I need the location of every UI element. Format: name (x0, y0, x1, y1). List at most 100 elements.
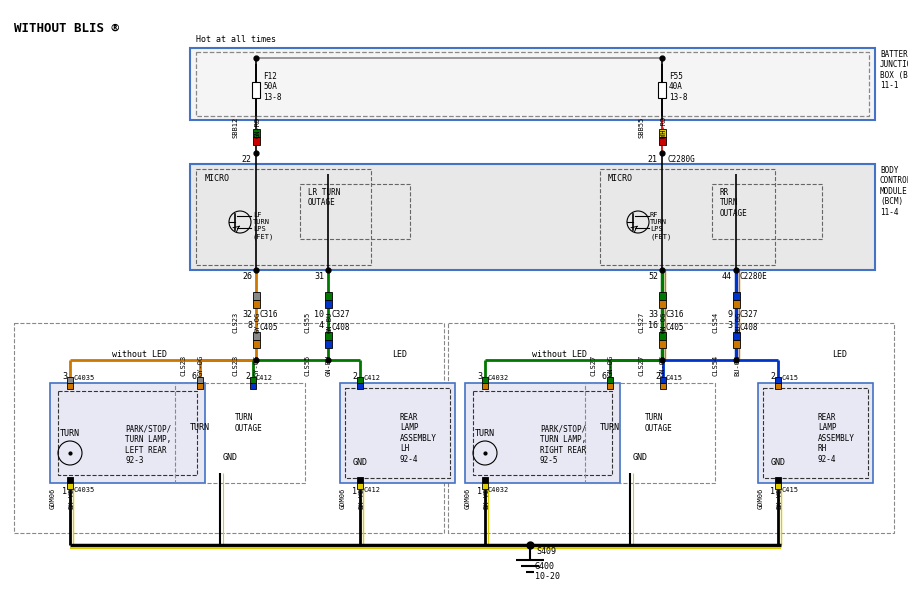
Text: LED: LED (833, 350, 847, 359)
Text: C412: C412 (363, 487, 380, 493)
Text: C405: C405 (666, 323, 685, 332)
Bar (658, 129, 666, 137)
Text: 6: 6 (192, 372, 197, 381)
Bar (357, 477, 363, 483)
Bar (67, 477, 73, 483)
Text: 2: 2 (655, 372, 660, 381)
Text: BK-YE: BK-YE (68, 487, 74, 509)
Bar (14, 323, 444, 533)
Bar (660, 383, 666, 389)
Bar (300, 184, 410, 239)
Text: GND: GND (352, 458, 368, 467)
Bar (252, 129, 260, 137)
Text: GDM06: GDM06 (50, 487, 56, 509)
Text: 4: 4 (319, 321, 324, 330)
Text: 16: 16 (648, 321, 658, 330)
Text: 2: 2 (245, 372, 250, 381)
Bar (67, 383, 73, 389)
Text: CLS27: CLS27 (590, 354, 596, 376)
Bar (324, 300, 331, 308)
Bar (50, 383, 205, 483)
Text: GN-OG: GN-OG (661, 311, 667, 332)
Text: PARK/STOP/
TURN LAMP,
LEFT REAR
92-3: PARK/STOP/ TURN LAMP, LEFT REAR 92-3 (125, 425, 172, 465)
Text: C316: C316 (260, 310, 279, 319)
Bar (58, 391, 197, 475)
Bar (252, 292, 260, 300)
Text: WH-RD: WH-RD (661, 117, 667, 138)
Text: 10: 10 (314, 310, 324, 319)
Text: 3: 3 (62, 372, 67, 381)
Text: TURN: TURN (600, 423, 620, 432)
Text: 44: 44 (722, 272, 732, 281)
Bar (196, 52, 869, 116)
Bar (658, 137, 666, 145)
Bar (733, 300, 739, 308)
Text: BODY
CONTROL
MODULE
(BCM)
11-4: BODY CONTROL MODULE (BCM) 11-4 (880, 166, 908, 217)
Text: 9: 9 (727, 310, 732, 319)
Bar (733, 340, 739, 348)
Text: BK-YE: BK-YE (776, 487, 782, 509)
Bar (190, 164, 875, 270)
Text: C4032: C4032 (488, 487, 509, 493)
Bar (763, 388, 868, 478)
Bar (607, 377, 613, 383)
Text: LED: LED (392, 350, 408, 359)
Bar (758, 383, 873, 483)
Text: BU-OG: BU-OG (735, 311, 741, 332)
Bar (448, 323, 894, 533)
Text: 52: 52 (648, 272, 658, 281)
Text: 31: 31 (314, 272, 324, 281)
Text: C415: C415 (781, 487, 798, 493)
Text: C2280E: C2280E (740, 272, 768, 281)
Text: C408: C408 (740, 323, 758, 332)
Text: CLS27: CLS27 (638, 354, 644, 376)
Bar (175, 383, 305, 483)
Text: CLS55: CLS55 (304, 311, 310, 332)
Bar (712, 184, 822, 239)
Bar (196, 169, 371, 265)
Bar (775, 483, 781, 489)
Text: CLS23: CLS23 (180, 354, 186, 376)
Text: REAR
LAMP
ASSEMBLY
LH
92-4: REAR LAMP ASSEMBLY LH 92-4 (400, 413, 437, 464)
Text: 6: 6 (602, 372, 607, 381)
Bar (658, 292, 666, 300)
Bar (482, 383, 488, 389)
Bar (465, 383, 620, 483)
Text: TURN: TURN (190, 423, 210, 432)
Text: C412: C412 (363, 375, 380, 381)
Text: GDM06: GDM06 (758, 487, 764, 509)
Bar (658, 340, 666, 348)
Text: 1: 1 (62, 487, 67, 496)
Text: REAR
LAMP
ASSEMBLY
RH
92-4: REAR LAMP ASSEMBLY RH 92-4 (818, 413, 855, 464)
Bar (190, 48, 875, 120)
Text: 21: 21 (647, 155, 657, 164)
Text: BK-YE: BK-YE (358, 487, 364, 509)
Text: CLS55: CLS55 (304, 354, 310, 376)
Text: 1: 1 (770, 487, 775, 496)
Text: 26: 26 (242, 272, 252, 281)
Text: TURN: TURN (475, 428, 495, 437)
Bar (482, 377, 488, 383)
Text: GN-BU: GN-BU (327, 311, 333, 332)
Text: 3: 3 (477, 372, 482, 381)
Bar (357, 377, 363, 383)
Bar (324, 332, 331, 340)
Text: GN-OG: GN-OG (660, 354, 666, 376)
Text: GY-OG: GY-OG (255, 311, 261, 332)
Text: 3: 3 (727, 321, 732, 330)
Text: 2: 2 (770, 372, 775, 381)
Bar (345, 388, 450, 478)
Text: GND: GND (222, 453, 238, 462)
Bar (658, 332, 666, 340)
Text: S409: S409 (536, 547, 556, 556)
Bar (252, 340, 260, 348)
Text: GND: GND (771, 458, 785, 467)
Bar (250, 377, 256, 383)
Bar (482, 477, 488, 483)
Bar (775, 383, 781, 389)
Text: CLS27: CLS27 (638, 311, 644, 332)
Bar (733, 292, 739, 300)
Text: C327: C327 (740, 310, 758, 319)
Text: C4032: C4032 (488, 375, 509, 381)
Text: GN-OG: GN-OG (608, 354, 614, 376)
